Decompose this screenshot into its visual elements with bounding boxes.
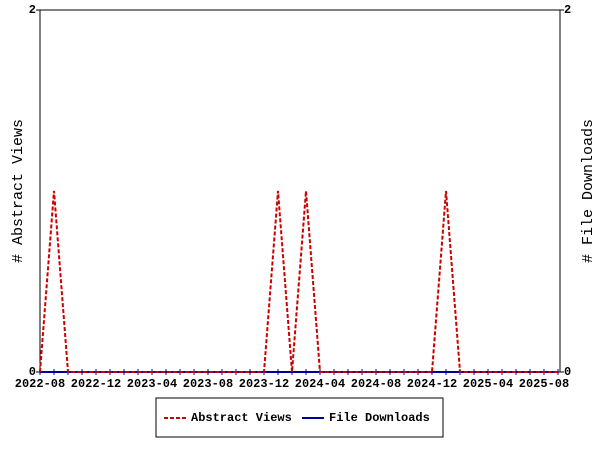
y-tick-label: 0 (29, 365, 36, 379)
y2-tick-label: 2 (564, 3, 571, 17)
x-tick-label: 2025-08 (519, 377, 569, 391)
series-line (39, 190, 558, 373)
x-tick-label: 2022-12 (71, 377, 121, 391)
legend-label: File Downloads (329, 411, 430, 425)
y-axis-title: # Abstract Views (10, 119, 27, 263)
plot-frame (39, 9, 561, 373)
x-tick-label: 2023-04 (127, 377, 177, 391)
legend-label: Abstract Views (191, 411, 292, 425)
y2-axis-title: # File Downloads (580, 119, 597, 263)
x-tick-label: 2024-12 (407, 377, 457, 391)
x-tick-label: 2024-08 (351, 377, 401, 391)
x-tick-label: 2023-12 (239, 377, 289, 391)
x-tick-label: 2022-08 (15, 377, 65, 391)
legend-box (155, 397, 444, 438)
y2-tick-label: 0 (564, 365, 571, 379)
x-tick-label: 2024-04 (295, 377, 345, 391)
x-tick-label: 2023-08 (183, 377, 233, 391)
y-tick-label: 2 (29, 3, 36, 17)
x-tick-label: 2025-04 (463, 377, 513, 391)
